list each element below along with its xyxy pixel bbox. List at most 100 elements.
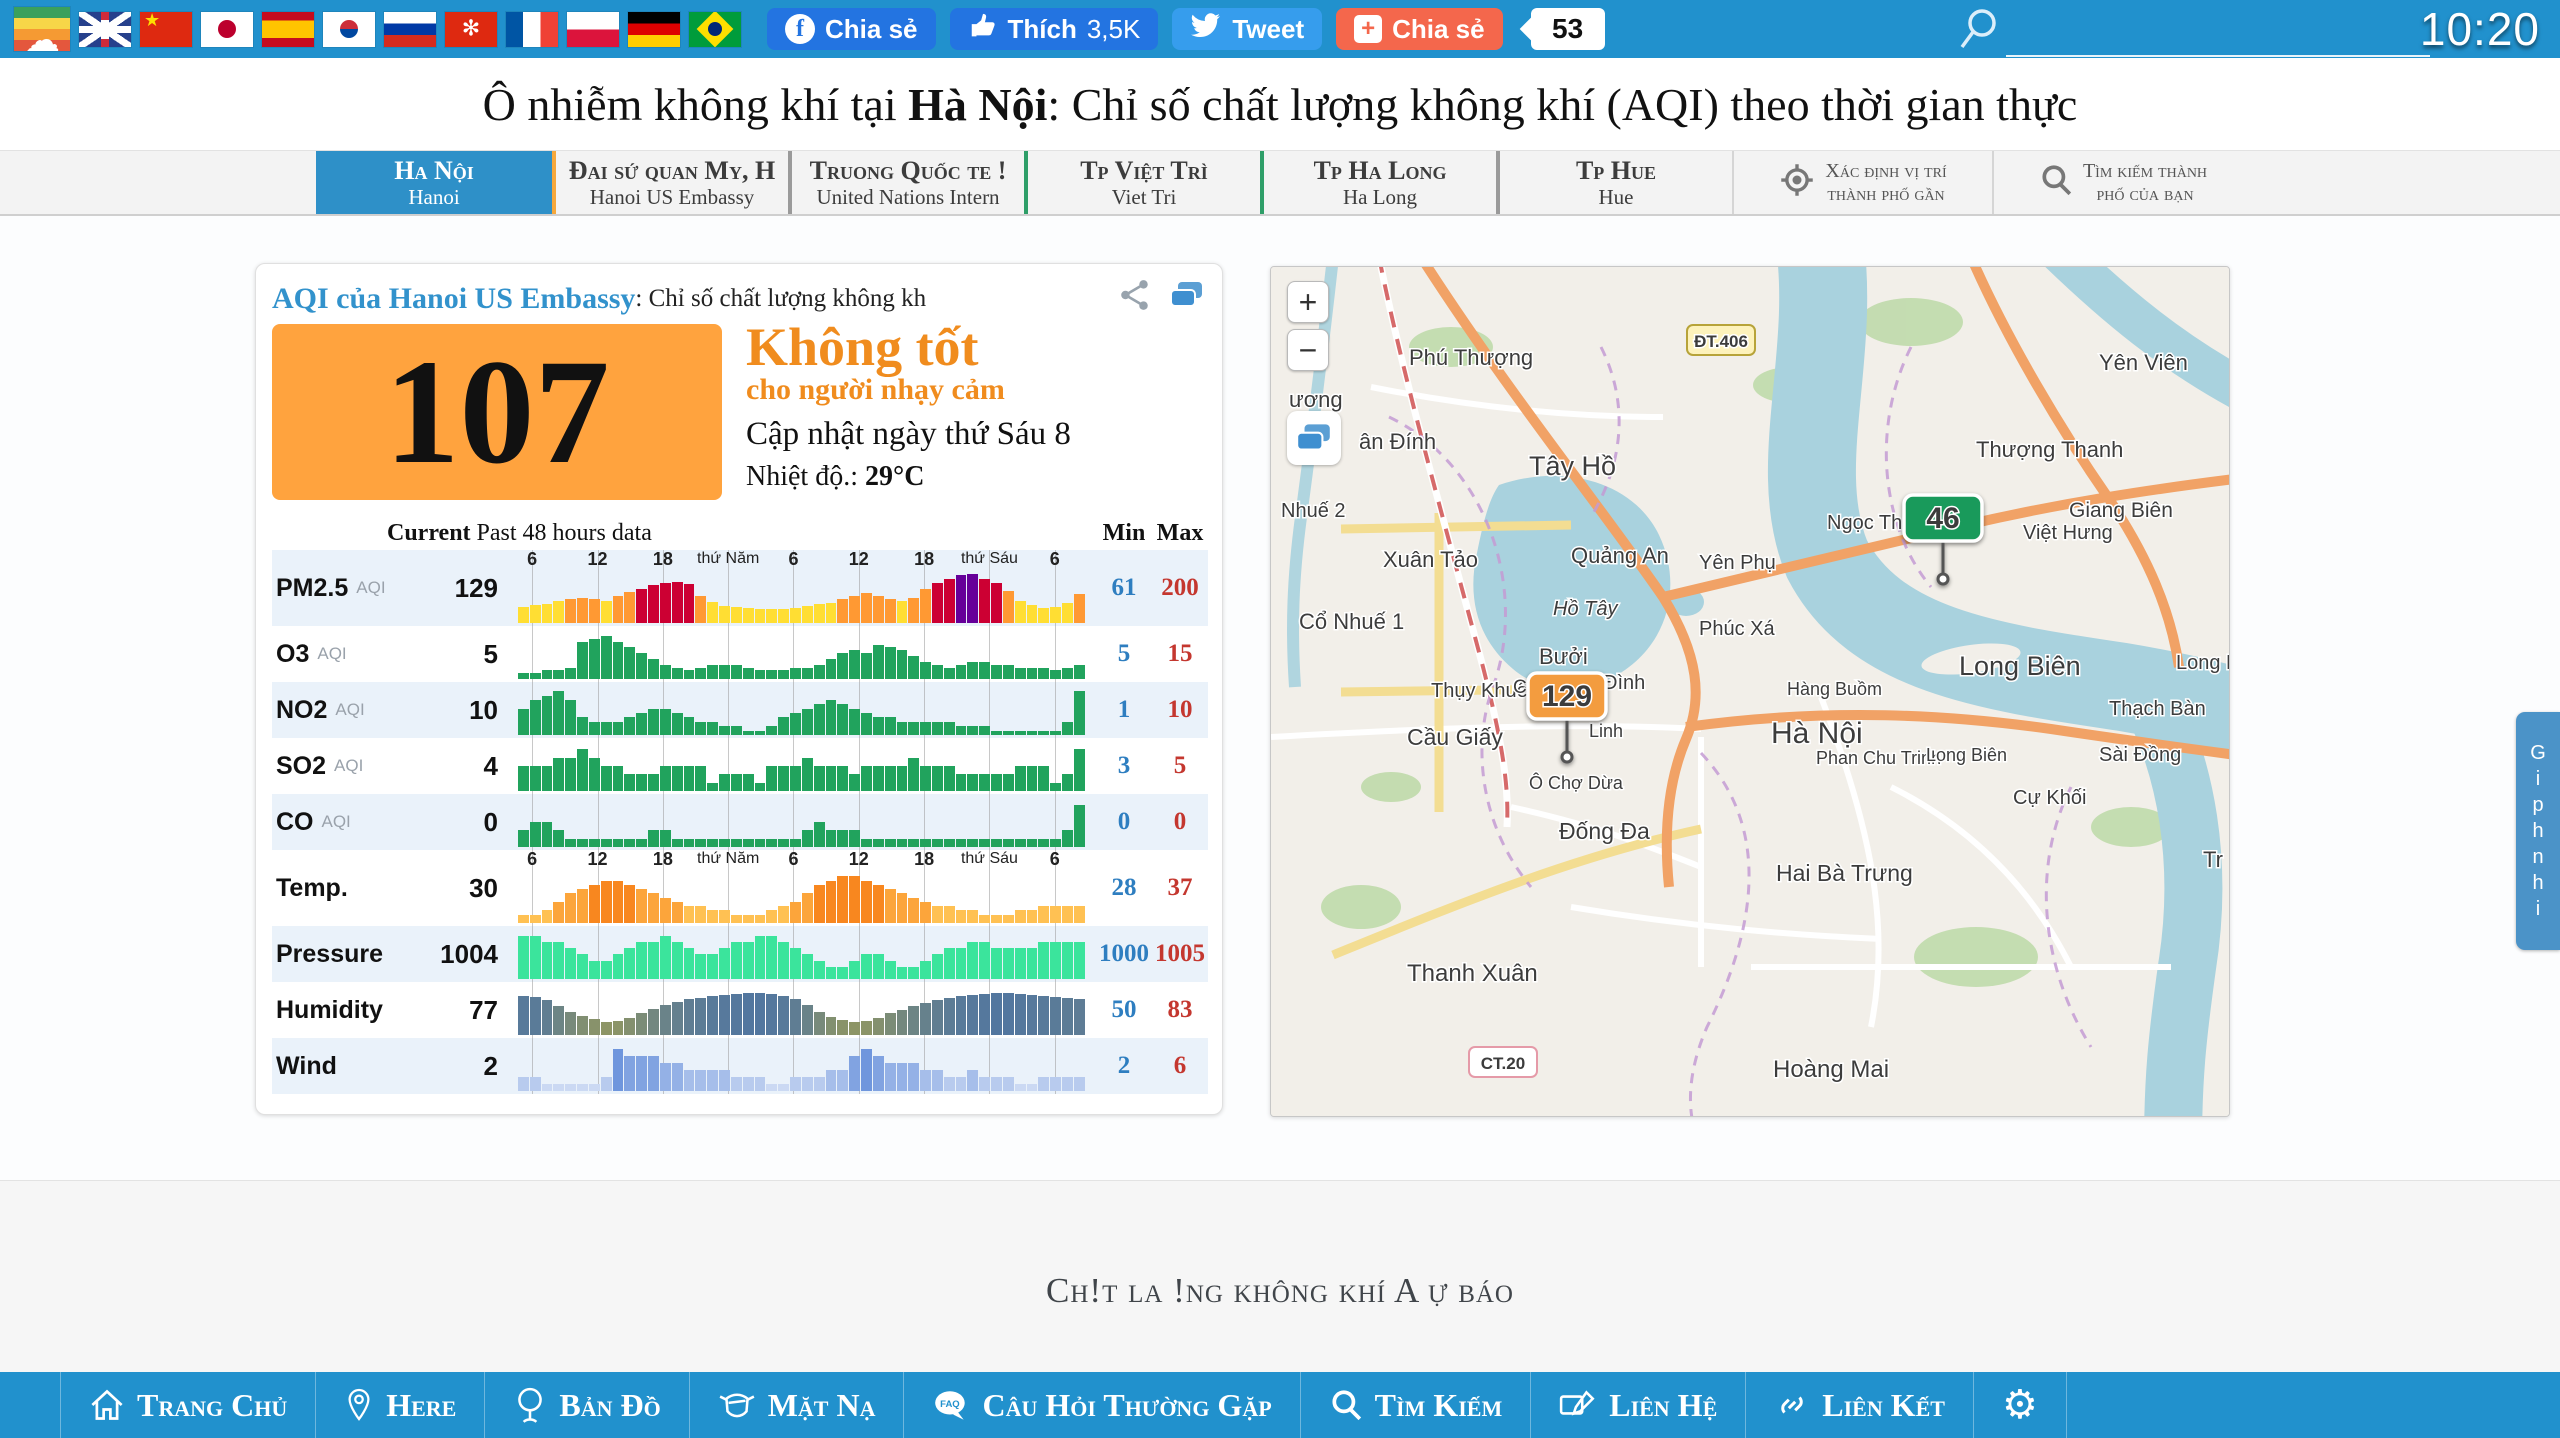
share-count: 53	[1552, 13, 1584, 44]
chart-bar	[967, 573, 979, 623]
chart-bar	[825, 966, 837, 979]
chart-bar	[896, 1062, 908, 1091]
row-sparkline-chart	[518, 1038, 1086, 1094]
tab-united-nations-intern[interactable]: Truong Quốc te ! United Nations Intern	[788, 151, 1024, 214]
title-city: Hà Nội	[908, 78, 1048, 130]
faq-icon: FAQ	[932, 1388, 970, 1422]
tab-hue[interactable]: Tp Hue Hue	[1496, 151, 1732, 214]
nav-item-mặt-nạ[interactable]: Mặt Nạ	[688, 1372, 904, 1438]
tab-hanoi[interactable]: Ha Nội Hanoi	[316, 151, 552, 214]
nav-item-trang-chủ[interactable]: Trang Chủ	[60, 1372, 315, 1438]
logo-flag[interactable]	[14, 7, 70, 51]
tab-hanoi-us-embassy[interactable]: Đai sứ quan My, H Hanoi US Embassy	[552, 151, 788, 214]
map-boundaries	[1388, 346, 2093, 1116]
chart-bar	[529, 1076, 541, 1091]
chart-gridline	[793, 1038, 795, 1094]
chart-bar	[872, 838, 884, 847]
pl-flag[interactable]	[567, 11, 619, 47]
chart-bar	[801, 1076, 813, 1091]
chart-gridline	[924, 850, 926, 926]
chart-bar	[730, 994, 742, 1035]
map-panel[interactable]: ĐT.406 CT.20 ương Phú Thượng Yên Viên Thượng…	[1270, 266, 2230, 1117]
chart-bar	[955, 838, 967, 847]
chart-bar	[837, 653, 849, 679]
chart-bar	[648, 708, 659, 735]
nav-item-bản-đồ[interactable]: Bản Đồ	[484, 1372, 688, 1438]
row-max-value: 15	[1167, 640, 1193, 667]
chart-bar	[766, 1083, 778, 1091]
nav-item-liên-hệ[interactable]: Liên Hệ	[1530, 1372, 1745, 1438]
map-label: Thanh Xuân	[1407, 960, 1538, 987]
search-icon[interactable]	[1958, 6, 2000, 57]
kr-flag[interactable]	[323, 11, 375, 47]
station-name-link[interactable]: AQI của Hanoi US Embassy	[272, 282, 636, 315]
chart-bar	[730, 607, 742, 623]
map-zoom-in-button[interactable]: +	[1287, 281, 1329, 323]
nav-item-label: Câu Hỏi Thường Gặp	[982, 1386, 1272, 1423]
tweet-button[interactable]: Tweet	[1172, 8, 1323, 50]
aqi-value-box: 107	[272, 324, 722, 500]
aqi-map-marker[interactable]: 46	[1902, 493, 1984, 586]
chart-bar	[813, 704, 825, 735]
tab-locate[interactable]: Xác định vị trí thành phố gần	[1732, 151, 1992, 214]
nav-item-label: Tìm Kiếm	[1374, 1386, 1503, 1423]
addthis-share-button[interactable]: + Chia sẻ	[1336, 8, 1503, 50]
row-min-value: 5	[1117, 640, 1131, 667]
es-flag[interactable]	[262, 11, 314, 47]
nav-item-tìm-kiếm[interactable]: Tìm Kiếm	[1299, 1372, 1531, 1438]
chart-bar	[872, 1055, 884, 1091]
br-flag[interactable]	[689, 11, 741, 47]
facebook-like-button[interactable]: Thích 3,5K	[949, 8, 1159, 50]
chart-bar	[1050, 606, 1062, 623]
chart-bar	[943, 667, 955, 679]
chart-bar	[648, 1055, 659, 1091]
aqi-panel-header: AQI của Hanoi US Embassy : Chỉ số chất l…	[272, 278, 1206, 320]
map-zoom-out-button[interactable]: −	[1287, 329, 1329, 371]
nav-item-liên-kết[interactable]: Liên Kết	[1745, 1372, 1973, 1438]
chart-bar	[872, 765, 884, 791]
chart-bar	[683, 999, 695, 1035]
cn-flag[interactable]	[140, 11, 192, 47]
row-sparkline-chart	[518, 982, 1086, 1038]
ru-flag[interactable]	[384, 11, 436, 47]
share-icon[interactable]	[1118, 278, 1152, 320]
map-layers-button[interactable]	[1287, 411, 1341, 465]
facebook-share-button[interactable]: f Chia sẻ	[767, 8, 936, 50]
chart-bar	[659, 708, 671, 735]
search-input[interactable]	[2006, 19, 2430, 57]
map-label: Phú Thượng	[1409, 345, 1533, 370]
facebook-icon: f	[785, 14, 815, 44]
map-label: Thượng Thanh	[1976, 437, 2123, 462]
tab-ha-long[interactable]: Tp Ha Long Ha Long	[1260, 151, 1496, 214]
chart-bar	[896, 1009, 908, 1035]
nav-item-settings[interactable]: ⚙	[1972, 1372, 2067, 1438]
uk-flag[interactable]	[79, 11, 131, 47]
chart-bar	[518, 765, 529, 791]
chart-bar	[707, 910, 719, 923]
jp-flag[interactable]	[201, 11, 253, 47]
nav-item-here[interactable]: Here	[315, 1372, 484, 1438]
header-min: Min	[1102, 519, 1146, 546]
row-sparkline-chart	[518, 738, 1086, 794]
de-flag[interactable]	[628, 11, 680, 47]
hk-flag[interactable]	[445, 11, 497, 47]
chart-bar	[719, 606, 730, 623]
chart-bar	[600, 880, 612, 923]
chart-bar	[920, 838, 931, 847]
tab-util-line2: phố của bạn	[2096, 182, 2194, 205]
layers-icon[interactable]	[1168, 278, 1206, 320]
chart-bar	[742, 608, 754, 623]
fr-flag[interactable]	[506, 11, 558, 47]
city-map[interactable]: ĐT.406 CT.20 ương Phú Thượng Yên Viên Thượng…	[1271, 267, 2229, 1116]
nav-item-câu-hỏi-thường-gặp[interactable]: FAQ Câu Hỏi Thường Gặp	[903, 1372, 1299, 1438]
chart-bar	[1073, 593, 1085, 623]
tab-search[interactable]: Tìm kiếm thành phố của bạn	[1992, 151, 2252, 214]
aqi-map-marker[interactable]: 129	[1526, 671, 1608, 764]
chart-bar	[529, 936, 541, 979]
chart-bar	[778, 838, 790, 847]
tab-viet-tri[interactable]: Tp Việt Trì Viet Tri	[1024, 151, 1260, 214]
chart-bar	[541, 765, 553, 791]
row-unit: AQI	[317, 644, 347, 663]
map-label: Phúc Xá	[1699, 618, 1775, 640]
